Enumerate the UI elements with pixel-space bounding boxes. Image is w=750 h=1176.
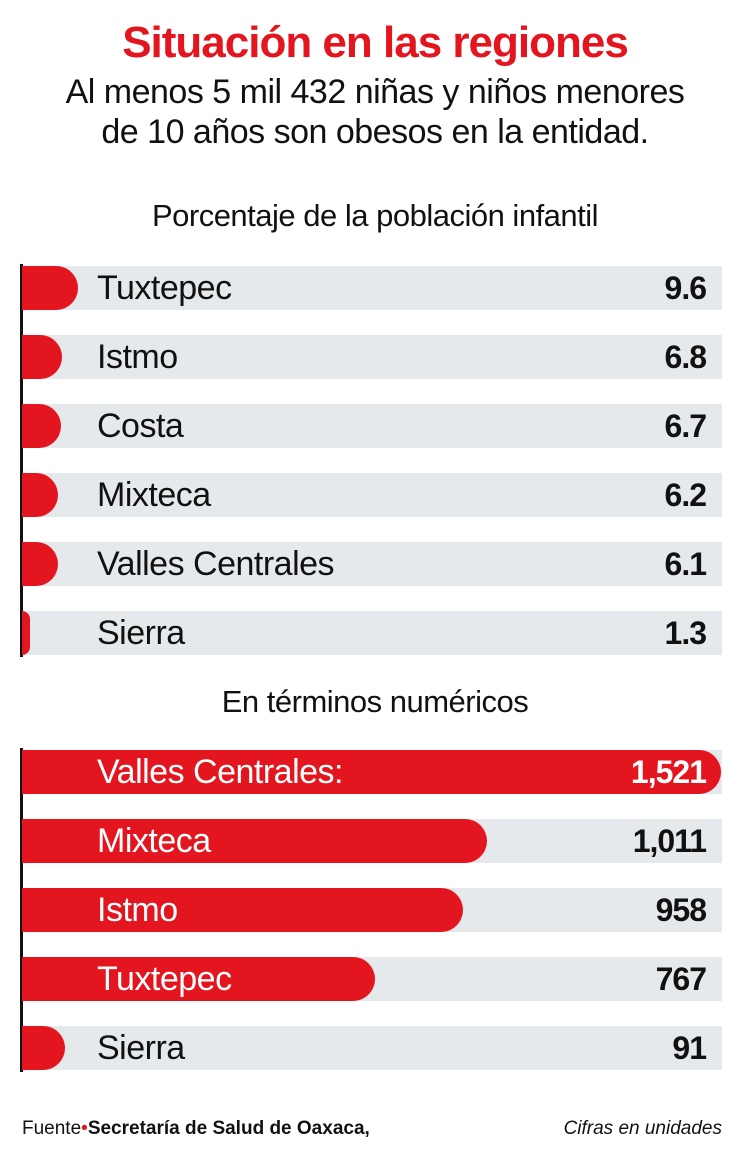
bar-label: Istmo xyxy=(97,338,178,376)
bar-track xyxy=(22,1026,722,1070)
bar-track xyxy=(22,473,722,517)
bar xyxy=(22,404,62,448)
bar-label: Valles Centrales xyxy=(97,545,335,583)
subtitle: Al menos 5 mil 432 niñas y niños menores… xyxy=(0,72,750,152)
bar xyxy=(22,819,488,863)
page-title: Situación en las regiones xyxy=(122,18,629,67)
chart-title-numeric: En términos numéricos xyxy=(221,684,529,719)
axis-line xyxy=(20,748,23,1072)
source-label: Fuente xyxy=(22,1118,82,1139)
bar xyxy=(22,750,722,794)
bar xyxy=(22,266,79,310)
bar-value: 6.8 xyxy=(664,339,707,375)
bar xyxy=(22,473,59,517)
bar xyxy=(22,542,58,586)
bar-label: Istmo xyxy=(97,891,178,929)
bar-label: Mixteca xyxy=(97,476,211,514)
axis-line xyxy=(20,264,23,657)
bar xyxy=(22,888,463,932)
bar-value: 767 xyxy=(655,961,707,997)
bar-value: 1,011 xyxy=(632,823,707,859)
bar xyxy=(22,335,62,379)
subtitle-line: Al menos 5 mil 432 niñas y niños menores xyxy=(65,73,685,111)
bar-value: 6.1 xyxy=(664,546,707,582)
source-separator: • xyxy=(81,1118,88,1139)
source-note: Fuente•Secretaría de Salud de Oaxaca, xyxy=(22,1118,370,1140)
bar-value: 1.3 xyxy=(664,615,707,651)
bar-value: 958 xyxy=(655,892,707,928)
bar-value: 9.6 xyxy=(664,270,707,306)
bar-value: 6.7 xyxy=(664,408,707,444)
bar-label: Tuxtepec xyxy=(97,269,232,307)
bar-value: 1,521 xyxy=(630,754,707,790)
bar-track xyxy=(22,611,722,655)
subtitle-line: de 10 años son obesos en la entidad. xyxy=(101,113,649,151)
bar-label: Valles Centrales: xyxy=(97,753,344,791)
bar-label: Mixteca xyxy=(97,822,211,860)
chart-title-percent: Porcentaje de la población infantil xyxy=(151,198,599,233)
units-note: Cifras en unidades xyxy=(563,1118,722,1139)
bar-label: Tuxtepec xyxy=(97,960,232,998)
bar-track xyxy=(22,404,722,448)
bar-track xyxy=(22,542,722,586)
bar-value: 6.2 xyxy=(664,477,707,513)
bar xyxy=(22,957,376,1001)
bar-label: Sierra xyxy=(97,1029,185,1067)
bar xyxy=(22,1026,65,1070)
bar-track xyxy=(22,266,722,310)
bar xyxy=(22,611,30,655)
bar-label: Costa xyxy=(97,407,184,445)
source-text: Secretaría de Salud de Oaxaca, xyxy=(87,1118,370,1139)
bar-label: Sierra xyxy=(97,614,185,652)
bar-track xyxy=(22,335,722,379)
bar-value: 91 xyxy=(672,1030,707,1066)
